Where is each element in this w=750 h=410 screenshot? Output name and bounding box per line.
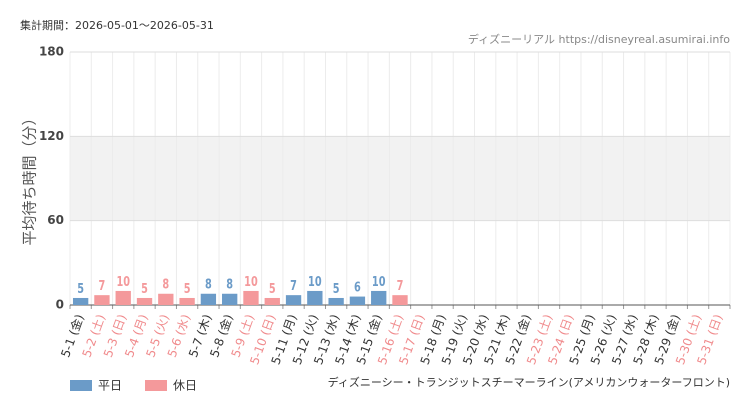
value-label: 10 bbox=[244, 273, 258, 289]
bar bbox=[136, 297, 153, 305]
y-tick-label: 60 bbox=[47, 213, 64, 227]
value-label: 5 bbox=[77, 280, 84, 296]
value-label: 5 bbox=[269, 280, 276, 296]
bar bbox=[264, 297, 280, 305]
y-axis-label: 平均待ち時間（分） bbox=[21, 110, 39, 245]
value-label: 8 bbox=[162, 276, 169, 292]
bar bbox=[243, 290, 259, 305]
legend-swatch bbox=[145, 380, 167, 391]
y-tick-label: 120 bbox=[39, 129, 64, 143]
value-label: 5 bbox=[333, 280, 340, 296]
bar bbox=[392, 295, 408, 305]
bar bbox=[371, 290, 387, 305]
legend-label: 休日 bbox=[173, 379, 197, 393]
period: 集計期間：2026-05-01～2026-05-31 bbox=[20, 18, 214, 32]
value-label: 10 bbox=[372, 273, 386, 289]
value-label: 6 bbox=[354, 279, 361, 295]
bar bbox=[158, 293, 174, 305]
value-label: 7 bbox=[290, 278, 297, 294]
legend-swatch bbox=[70, 380, 92, 391]
bar bbox=[72, 297, 89, 305]
value-label: 8 bbox=[226, 276, 233, 292]
y-tick-label: 180 bbox=[39, 45, 64, 59]
value-label: 7 bbox=[397, 278, 404, 294]
bar bbox=[307, 290, 323, 305]
caption: ディズニーシー・トランジットスチーマーライン(アメリカンウォーターフロント) bbox=[328, 375, 730, 389]
legend-label: 平日 bbox=[98, 379, 122, 393]
grid-band bbox=[70, 136, 730, 221]
bar bbox=[200, 293, 217, 305]
value-label: 7 bbox=[99, 278, 106, 294]
y-tick-label: 0 bbox=[56, 298, 64, 312]
value-label: 5 bbox=[141, 280, 148, 296]
bar bbox=[115, 290, 131, 305]
value-label: 5 bbox=[184, 280, 191, 296]
bar bbox=[179, 297, 195, 305]
bar bbox=[222, 293, 238, 305]
value-label: 8 bbox=[205, 276, 212, 292]
bar bbox=[328, 297, 344, 305]
bar bbox=[94, 295, 110, 305]
bar bbox=[349, 296, 366, 305]
value-label: 10 bbox=[308, 273, 322, 289]
source: ディズニーリアル https://disneyreal.asumirai.inf… bbox=[468, 32, 730, 46]
value-label: 10 bbox=[116, 273, 130, 289]
bar bbox=[285, 295, 302, 305]
